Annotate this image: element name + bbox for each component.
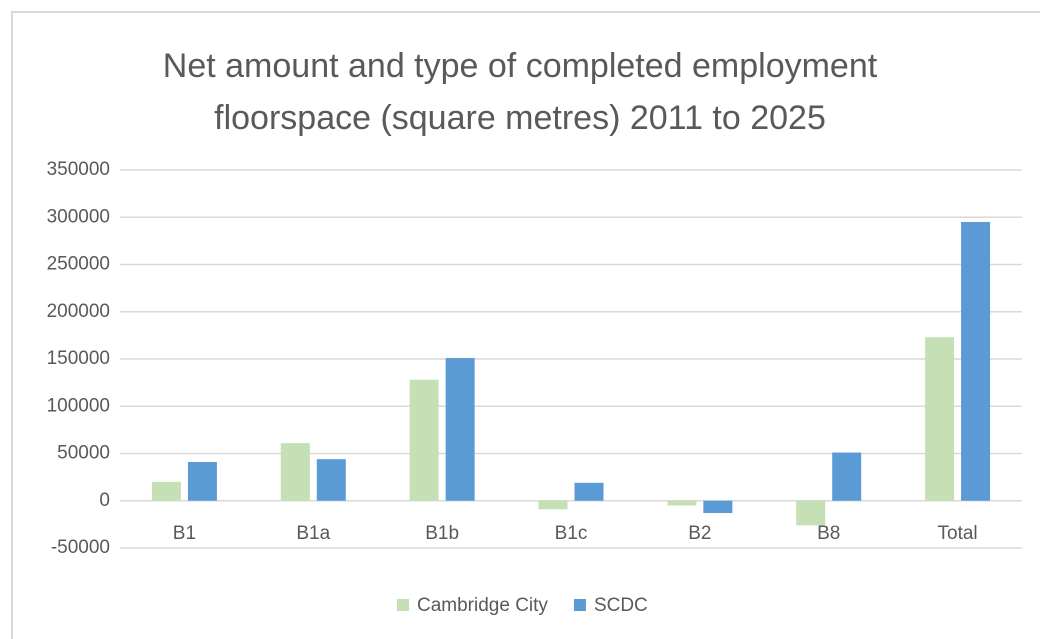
y-tick-label: 50000 (57, 443, 110, 464)
x-tick-label: B1a (296, 523, 330, 544)
bar (445, 358, 475, 501)
bar (151, 481, 181, 501)
bar (187, 462, 217, 501)
legend-swatch (573, 599, 586, 611)
bar (409, 379, 439, 501)
bar (538, 500, 568, 510)
legend-label: SCDC (594, 595, 648, 616)
bar (832, 452, 862, 501)
bar (316, 459, 346, 501)
bar (703, 500, 733, 514)
chart-border (11, 11, 1040, 639)
x-tick-label: B8 (817, 523, 840, 544)
legend-swatch (397, 599, 409, 611)
bar (280, 443, 310, 501)
y-tick-label: 200000 (47, 301, 110, 322)
legend-label: Cambridge City (417, 595, 548, 616)
bar (796, 500, 826, 526)
bar (667, 500, 697, 506)
bar (574, 482, 604, 501)
x-tick-label: B1b (425, 523, 459, 544)
y-tick-label: 250000 (47, 254, 110, 275)
x-tick-label: B2 (688, 523, 711, 544)
y-tick-label: 100000 (47, 395, 110, 416)
bar (961, 221, 991, 501)
bar (925, 337, 955, 501)
chart-title: Net amount and type of completed employm… (162, 47, 878, 137)
y-tick-label: 0 (99, 490, 110, 511)
x-tick-label: Total (938, 523, 978, 544)
y-tick-label: 350000 (47, 159, 110, 180)
x-tick-label: B1 (173, 523, 196, 544)
y-tick-label: 300000 (47, 206, 110, 227)
y-tick-label: 150000 (47, 348, 110, 369)
y-tick-label: -50000 (51, 537, 110, 558)
x-tick-label: B1c (555, 523, 588, 544)
